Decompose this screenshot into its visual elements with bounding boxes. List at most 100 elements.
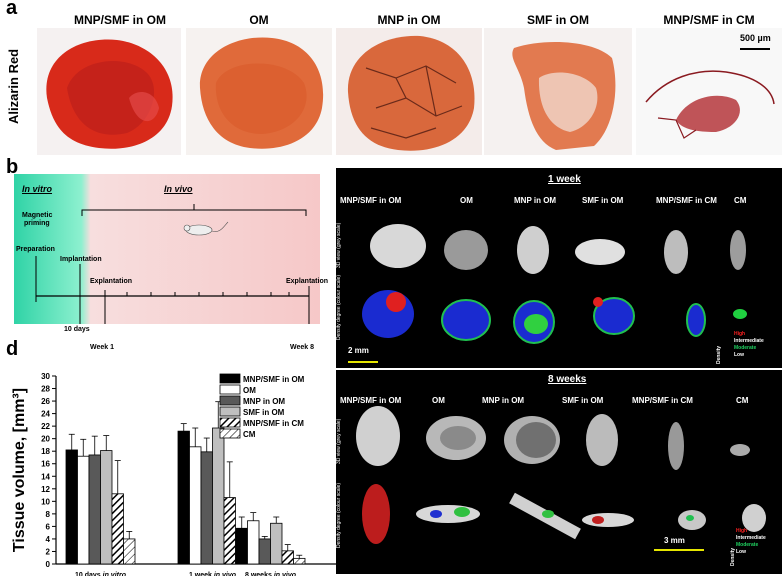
bar <box>100 450 113 565</box>
y-tick-label: 26 <box>41 397 50 406</box>
c-w1-title-5: MNP/SMF in CM <box>656 196 717 205</box>
y-tick-label: 10 <box>41 497 50 506</box>
timeline-svg <box>35 204 310 324</box>
alizarin-image-mnp-om <box>336 28 482 155</box>
week8-label: Week 8 <box>290 344 314 351</box>
bar <box>223 497 236 565</box>
week1-label: Week 1 <box>90 344 114 351</box>
a-title-2: OM <box>249 13 269 27</box>
legend-label: SMF in OM <box>243 408 285 417</box>
a-title-1: MNP/SMF in OM <box>74 13 166 27</box>
y-tick-label: 30 <box>41 372 50 381</box>
c-w8-title-1: MNP/SMF in OM <box>340 396 402 405</box>
legend-swatch <box>219 384 241 395</box>
alizarin-red-row-label: Alizarin Red <box>6 48 21 124</box>
x-category-label: 1 week in vivo <box>189 572 237 576</box>
bar <box>270 522 283 565</box>
y-tick-label: 4 <box>46 535 51 544</box>
in-vitro-label: In vitro <box>22 184 53 194</box>
a-title-3: MNP in OM <box>377 13 441 27</box>
c-density-high-w8: High <box>736 528 748 534</box>
alizarin-image-mnp-smf-om <box>37 28 181 155</box>
c-density-intermediate-w8: Intermediate <box>736 535 766 541</box>
y-tick-label: 28 <box>41 385 50 394</box>
timeline-background <box>14 174 320 324</box>
c-density-low-w8: Low <box>736 549 746 555</box>
legend-swatch <box>219 428 241 439</box>
y-tick-label: 14 <box>41 472 50 481</box>
scale-bar-line <box>740 48 770 50</box>
implantation-label: Implantation <box>60 256 102 263</box>
micro-ct-panel: 1 week MNP/SMF in OM OM MNP in OM SMF in… <box>336 168 782 574</box>
c-density-intermediate-w1: Intermediate <box>734 338 764 344</box>
bar <box>258 538 271 565</box>
bar <box>88 454 101 565</box>
bar <box>111 493 124 565</box>
y-tick-label: 16 <box>41 460 50 469</box>
magnetic-label: Magnetic <box>22 212 53 219</box>
bar <box>123 538 136 565</box>
bar <box>235 527 248 565</box>
y-tick-label: 0 <box>46 560 51 569</box>
timeline-panel: In vitro In vivo Magnetic priming Prepar… <box>14 174 328 333</box>
bar <box>189 446 202 565</box>
y-tick-label: 2 <box>46 547 51 556</box>
c-density-moderate-w8: Moderate <box>736 542 759 548</box>
y-tick-label: 18 <box>41 447 50 456</box>
bar <box>177 430 190 565</box>
panel-b-label: b <box>6 156 19 178</box>
legend-label: MNP in OM <box>243 397 285 406</box>
panel-d-label: d <box>6 338 19 360</box>
alizarin-image-om <box>186 28 332 155</box>
legend-swatch <box>219 373 241 384</box>
bar <box>247 520 260 565</box>
c-w8-title-5: MNP/SMF in CM <box>632 396 693 405</box>
bar <box>281 550 294 565</box>
mouse-icon <box>183 221 229 236</box>
c-scale-w8: 3 mm <box>664 536 685 545</box>
c-scale-w1: 2 mm <box>348 346 369 355</box>
c-density-moderate-w1: Moderate <box>734 345 757 351</box>
priming-label: priming <box>24 220 50 227</box>
c-w8-title-3: MNP in OM <box>482 396 525 405</box>
bar <box>293 557 306 565</box>
bar <box>65 449 78 565</box>
x-category-label: 8 weeks in vivo <box>245 572 297 576</box>
week8-heading: 8 weeks <box>548 374 587 385</box>
preparation-label: Preparation <box>16 246 55 253</box>
c-w1-title-6: CM <box>734 196 747 205</box>
c-w1-title-3: MNP in OM <box>514 196 557 205</box>
bar <box>212 427 225 565</box>
ten-days-label: 10 days <box>64 326 90 333</box>
c-w1-title-2: OM <box>460 196 473 205</box>
y-axis-title: Tissue volume, [mm³] <box>11 388 28 552</box>
y-tick-label: 24 <box>41 410 50 419</box>
a-title-4: SMF in OM <box>527 13 589 27</box>
alizarin-image-smf-om <box>484 28 632 155</box>
explantation-1-label: Explantation <box>90 278 133 285</box>
c-w8-title-2: OM <box>432 396 445 405</box>
c-w1-title-1: MNP/SMF in OM <box>340 196 402 205</box>
x-category-label: 10 days in vitro <box>75 572 127 576</box>
bar <box>77 455 90 565</box>
scale-bar-label: 500 µm <box>740 33 771 43</box>
explantation-2-label: Explantation <box>286 278 329 285</box>
y-tick-label: 12 <box>41 485 50 494</box>
legend-label: MNP/SMF in OM <box>243 375 305 384</box>
y-tick-label: 8 <box>46 510 51 519</box>
a-title-5: MNP/SMF in CM <box>663 13 755 27</box>
c-week1-specimens <box>348 224 747 363</box>
panel-c-label: c <box>340 164 352 186</box>
c-w1-title-4: SMF in OM <box>582 196 624 205</box>
week1-heading: 1 week <box>548 174 581 185</box>
legend-label: CM <box>243 430 256 439</box>
panel-a-label: a <box>6 0 18 19</box>
legend-swatch <box>219 417 241 428</box>
c-w8-title-4: SMF in OM <box>562 396 604 405</box>
y-tick-label: 22 <box>41 422 50 431</box>
in-vivo-label: In vivo <box>164 184 193 194</box>
bar <box>200 451 213 565</box>
c-divider <box>336 368 782 370</box>
legend-label: OM <box>243 386 256 395</box>
